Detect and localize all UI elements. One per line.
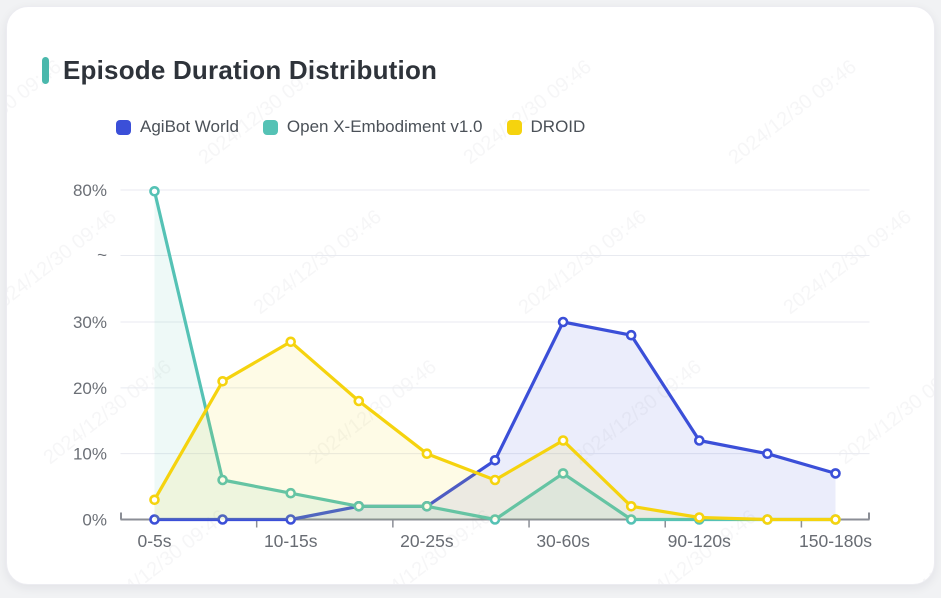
data-point-marker xyxy=(285,514,297,525)
legend-label: Open X-Embodiment v1.0 xyxy=(286,117,483,136)
data-point-marker xyxy=(489,474,501,486)
series-area xyxy=(154,191,836,520)
data-point-marker xyxy=(693,435,705,446)
data-point-marker xyxy=(489,514,501,525)
y-tick-label: 30% xyxy=(73,313,107,332)
data-point-marker xyxy=(557,435,569,446)
svg-text:2024/12/30 09:46: 2024/12/30 09:46 xyxy=(835,356,935,469)
svg-text:2024/12/30 09:46: 2024/12/30 09:46 xyxy=(250,206,386,319)
legend-item-agibot-world[interactable]: AgiBot World xyxy=(116,117,239,137)
legend-label: DROID xyxy=(530,117,586,136)
x-tick-label: 0-5s xyxy=(137,531,171,551)
x-tick-label: 90-120s xyxy=(668,531,731,551)
legend-item-open-x-embodiment-v1-0[interactable]: Open X-Embodiment v1.0 xyxy=(262,117,483,137)
y-tick-label: ~ xyxy=(97,245,107,264)
title-accent-bar xyxy=(42,57,49,84)
data-point-marker xyxy=(149,494,160,506)
svg-text:2024/12/30 09:46: 2024/12/30 09:46 xyxy=(460,56,596,169)
data-point-marker xyxy=(762,514,773,525)
data-point-marker xyxy=(625,329,637,341)
y-axis-labels: 0% 10% 20% 30% ~80% xyxy=(73,181,107,530)
data-point-marker xyxy=(217,375,228,387)
data-point-marker xyxy=(353,395,365,407)
data-point-marker xyxy=(285,336,297,348)
series-droid xyxy=(149,336,841,525)
data-point-marker xyxy=(830,514,841,525)
chart-title: Episode Duration Distribution xyxy=(63,55,438,85)
svg-text:2024/12/30 09:46: 2024/12/30 09:46 xyxy=(515,206,651,319)
data-point-marker xyxy=(693,512,705,523)
data-point-marker xyxy=(625,500,637,512)
data-point-marker xyxy=(149,514,160,525)
data-point-marker xyxy=(762,448,773,460)
chart-card: 2024/12/30 09:46 2024/12/30 09:46 2024/12/… xyxy=(6,6,935,585)
legend-swatch-droid xyxy=(506,119,522,135)
svg-text:2024/12/30 09:46: 2024/12/30 09:46 xyxy=(890,506,935,585)
series-area xyxy=(154,341,836,520)
chart-gridlines xyxy=(120,189,870,455)
x-tick-label: 20-25s xyxy=(400,531,454,551)
data-point-marker xyxy=(421,500,433,512)
legend-swatch-agibot-world xyxy=(116,119,131,135)
data-point-marker xyxy=(830,468,841,479)
y-tick-label: 10% xyxy=(73,445,107,464)
data-point-marker xyxy=(421,448,433,460)
data-point-marker xyxy=(217,474,228,486)
data-point-marker xyxy=(285,487,297,499)
y-tick-label: 20% xyxy=(73,379,107,398)
series-area xyxy=(154,322,836,520)
chart-canvas: 2024/12/30 09:46 2024/12/30 09:46 2024/12/… xyxy=(7,56,935,585)
svg-text:2024/12/30 09:46: 2024/12/30 09:46 xyxy=(780,206,916,319)
x-tick-label: 150-180s xyxy=(799,531,872,551)
legend-item-droid[interactable]: DROID xyxy=(506,117,586,137)
x-axis-labels: 0-5s 10-15s 20-25s 30-60s 90-120s 150-180s xyxy=(137,531,872,551)
data-point-marker xyxy=(557,468,569,479)
data-point-marker xyxy=(353,500,365,512)
svg-text:2024/12/30 09:46: 2024/12/30 09:46 xyxy=(725,56,861,169)
x-tick-label: 30-60s xyxy=(536,531,590,551)
y-tick-label: 0% xyxy=(82,510,107,529)
legend-swatch-open-x-embodiment-v1-0 xyxy=(262,119,278,135)
data-point-marker xyxy=(557,316,569,328)
data-point-marker xyxy=(489,454,501,466)
legend-label: AgiBot World xyxy=(140,117,239,136)
data-point-marker xyxy=(217,514,228,525)
y-tick-label: 80% xyxy=(73,181,107,200)
data-point-marker xyxy=(149,186,160,197)
card-header: Episode Duration Distribution xyxy=(42,55,437,86)
chart-legend: AgiBot World Open X-Embodiment v1.0 DROID xyxy=(116,117,585,137)
x-tick-label: 10-15s xyxy=(264,531,318,551)
data-point-marker xyxy=(625,514,637,525)
